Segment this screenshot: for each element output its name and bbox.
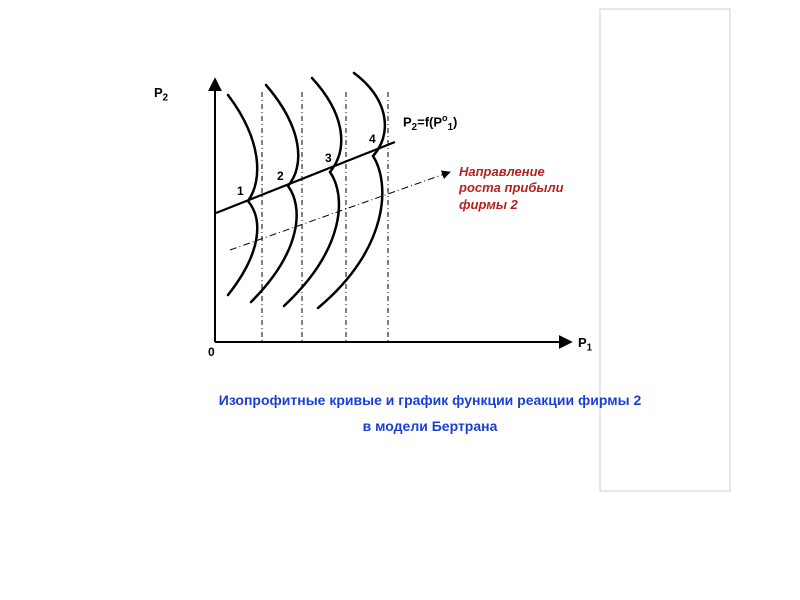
curve-label-3: 3	[325, 151, 332, 165]
caption-line-2: в модели Бертрана	[130, 418, 730, 434]
curve-label-4: 4	[369, 132, 376, 146]
isoprofit-curve-4	[318, 73, 385, 308]
isoprofit-curve-2	[251, 85, 298, 302]
curve-label-2: 2	[277, 169, 284, 183]
y-axis-label: P2	[154, 85, 168, 104]
reaction-line	[216, 142, 395, 213]
origin-label: 0	[208, 345, 215, 359]
reaction-curve-label: P2=f(Po1)	[403, 113, 457, 133]
diagram-stage: 1 2 3 4 P2 P1 0 P2=f(Po1) Направлениероста …	[0, 0, 800, 600]
diagram-svg: 1 2 3 4	[0, 0, 800, 600]
x-axis-label: P1	[578, 335, 592, 354]
profit-direction-arrow	[230, 172, 450, 250]
caption-line-1: Изопрофитные кривые и график функции реа…	[130, 392, 730, 408]
curve-label-1: 1	[237, 184, 244, 198]
profit-arrow-label: Направлениероста прибылифирмы 2	[459, 164, 564, 213]
